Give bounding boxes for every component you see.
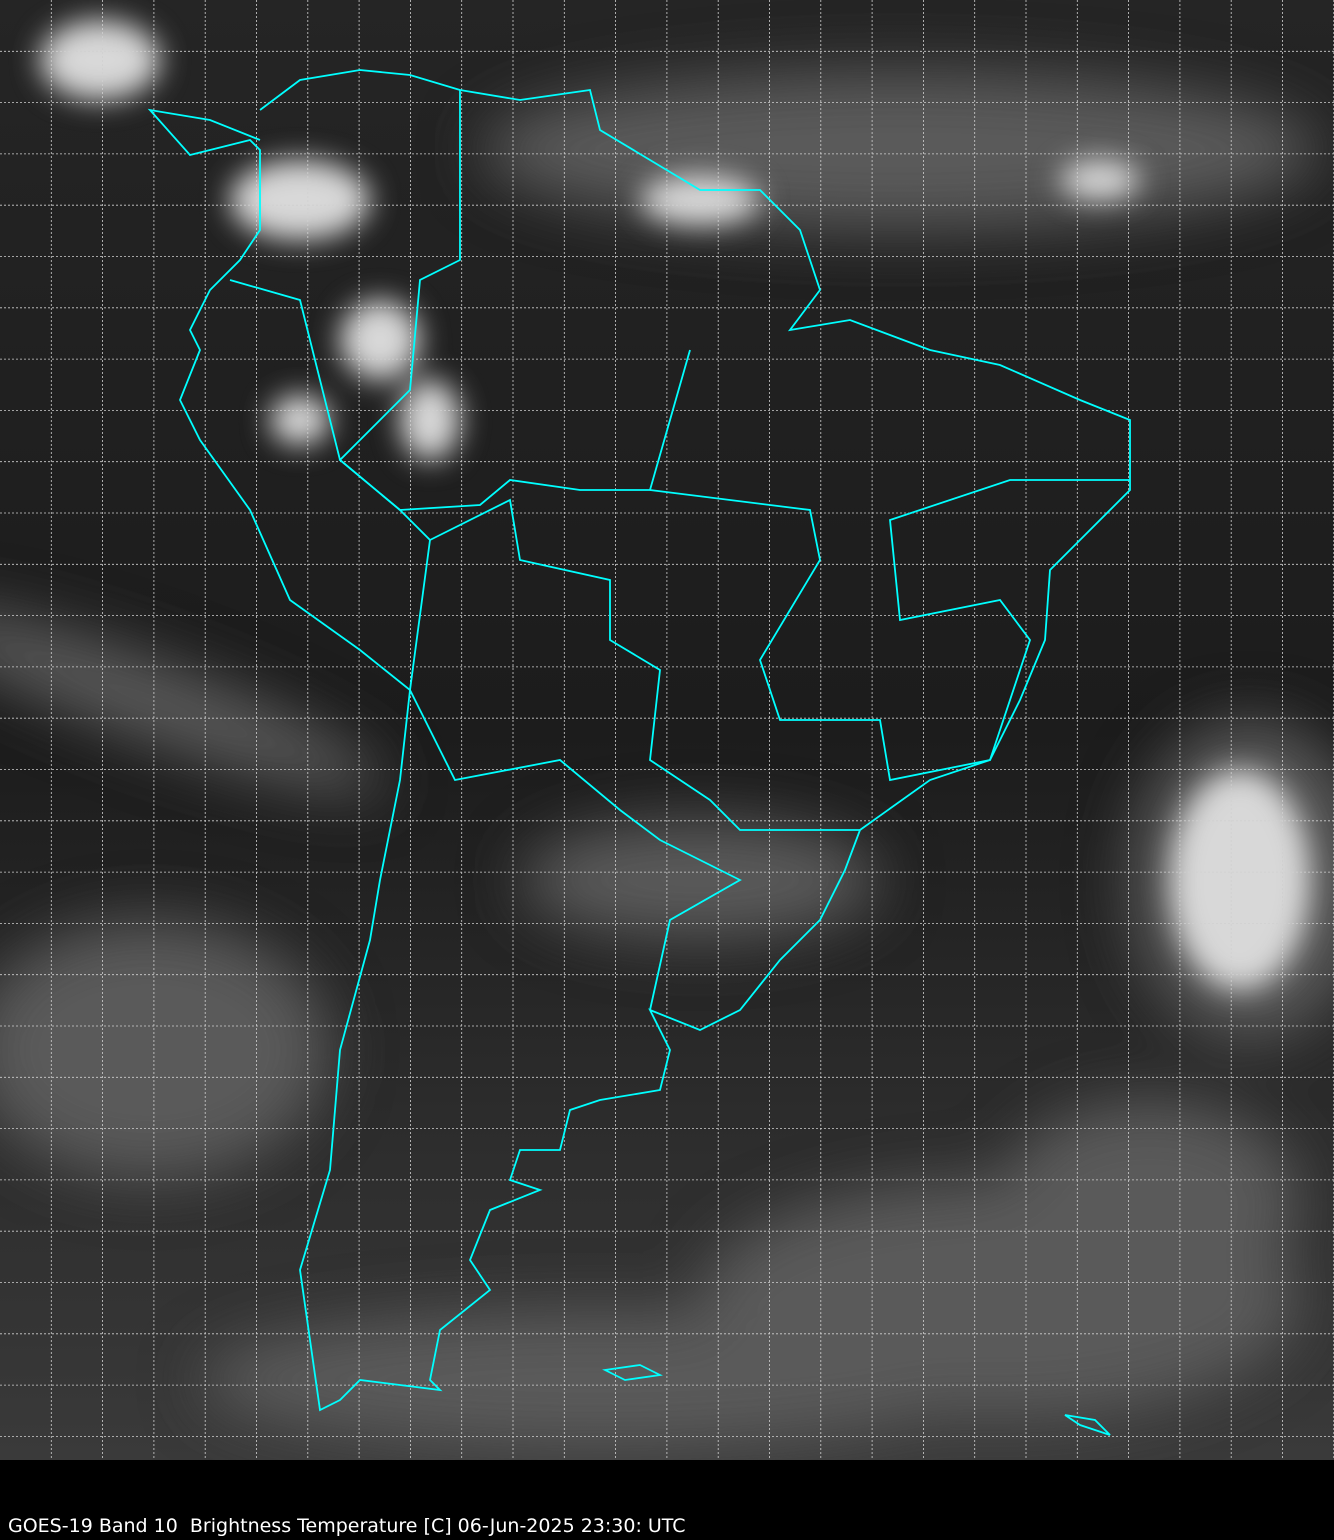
- coastline-south-america: [147, 69, 1131, 1412]
- border-brazil-states: [649, 479, 1130, 782]
- border-argentina: [409, 689, 742, 1011]
- border-bolivia-paraguay: [429, 498, 860, 831]
- border-andes: [229, 279, 431, 691]
- satellite-image: [0, 0, 1334, 1460]
- cloud-layer: [0, 20, 1334, 1450]
- island-falklands: [602, 1364, 663, 1381]
- image-caption: GOES-19 Band 10 Brightness Temperature […: [8, 1515, 686, 1537]
- island-south-georgia: [1064, 1414, 1111, 1436]
- country-borders: [147, 69, 1131, 1436]
